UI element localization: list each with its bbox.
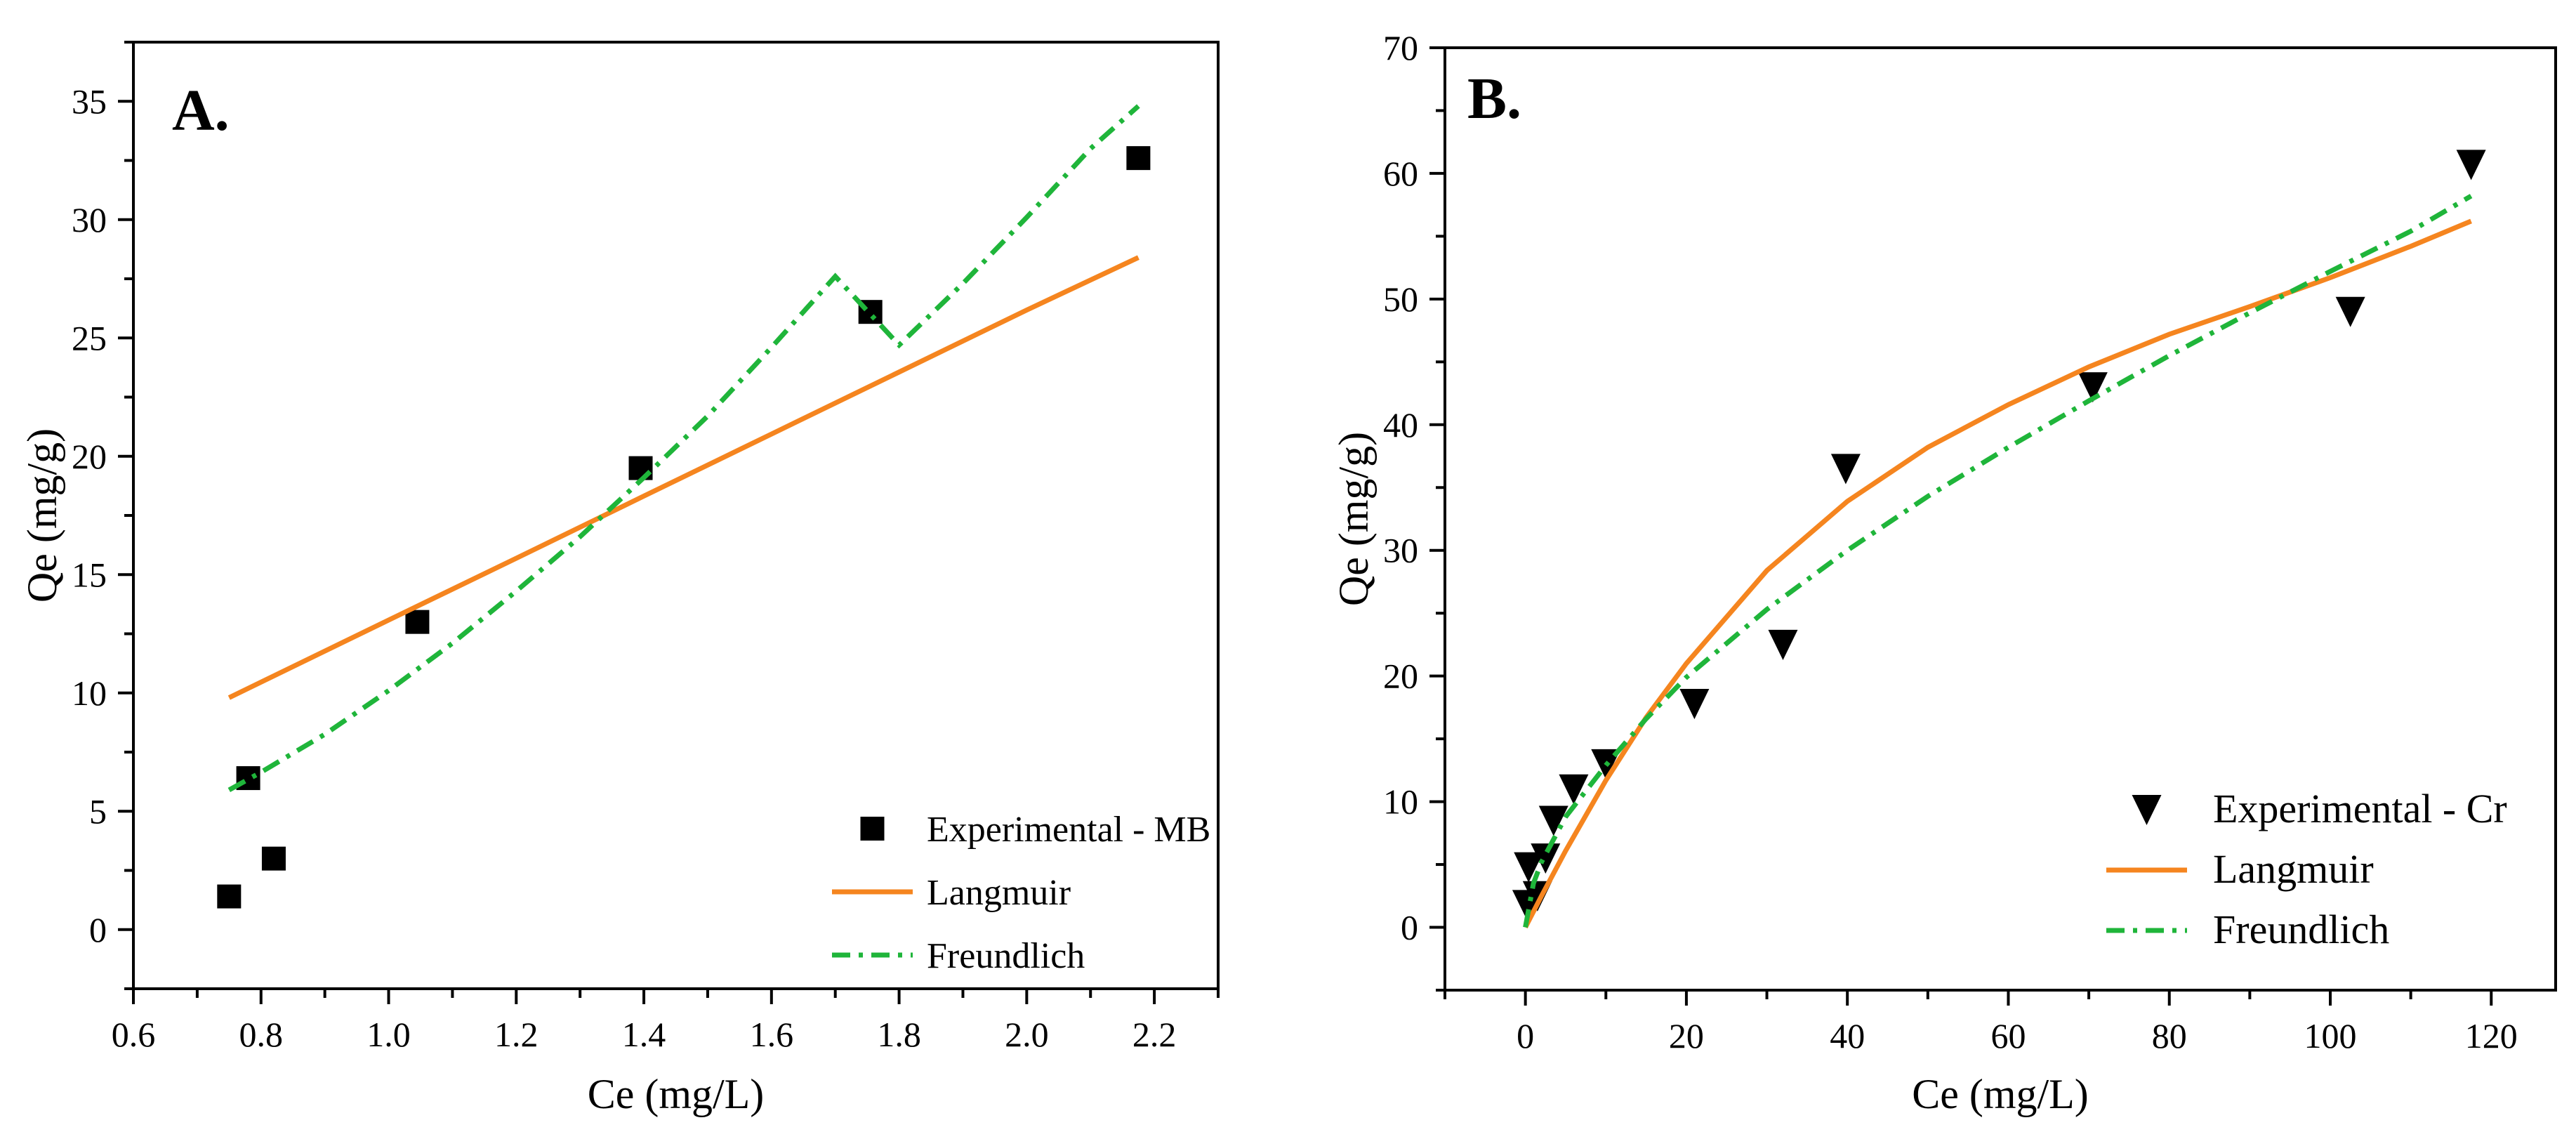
x-tick-label: 0.6 — [112, 1015, 156, 1054]
series-experimental-mb-point — [628, 456, 653, 480]
x-tick-label: 120 — [2465, 1016, 2518, 1055]
series-experimental-cr-point — [2456, 150, 2486, 180]
y-tick-label: 50 — [1383, 279, 1418, 319]
series-experimental-cr-point — [1531, 843, 1561, 874]
x-tick-label: 1.8 — [877, 1015, 921, 1054]
y-tick-label: 70 — [1383, 28, 1418, 67]
series-experimental-cr-point — [1559, 774, 1589, 805]
x-tick-label: 1.4 — [622, 1015, 666, 1054]
y-tick-label: 0 — [89, 910, 107, 949]
y-axis-title: Qe (mg/g) — [1330, 432, 1377, 606]
series-experimental-cr-point — [1830, 454, 1861, 485]
legend-label: Langmuir — [2213, 846, 2374, 892]
x-tick-label: 2.0 — [1005, 1015, 1049, 1054]
series-experimental-cr-point — [1679, 689, 1710, 720]
x-tick-label: 80 — [2152, 1016, 2187, 1055]
data-layer — [217, 104, 1151, 909]
data-layer — [1512, 150, 2486, 929]
series-experimental-mb-point — [217, 884, 242, 909]
chart-panel-b: 0 20 40 60 80 100 120 0 10 20 30 40 50 60 70 Ce (mg/L) Q… — [1330, 28, 2557, 1117]
x-tick-label: 1.2 — [494, 1015, 539, 1054]
x-axis-title: Ce (mg/L) — [1912, 1071, 2089, 1117]
series-langmuir-line — [1523, 218, 2472, 929]
series-experimental-cr-point — [2078, 372, 2108, 403]
y-axis-title: Qe (mg/g) — [19, 428, 65, 603]
series-experimental-cr-point — [1538, 805, 1568, 836]
x-tick-label: 0 — [1517, 1016, 1534, 1055]
y-tick-label: 20 — [72, 437, 107, 476]
series-experimental-cr-point — [2335, 296, 2365, 327]
chart-panel-a: 0.6 0.8 1.0 1.2 1.4 1.6 1.8 2.0 2.2 0 5 10 15 20 25 30 3… — [19, 41, 1220, 1117]
legend-label: Langmuir — [927, 873, 1071, 913]
y-tick-label: 5 — [89, 791, 107, 831]
y-tick-label: 10 — [72, 673, 107, 713]
legend-label: Experimental - MB — [927, 810, 1210, 850]
x-tick-label: 40 — [1830, 1016, 1865, 1055]
x-tick-label: 1.6 — [750, 1015, 794, 1054]
series-experimental-mb-point — [261, 846, 286, 871]
legend-label: Freundlich — [927, 936, 1085, 976]
y-tick-label: 30 — [1383, 531, 1418, 570]
x-tick-label: 100 — [2304, 1016, 2357, 1055]
y-tick-label: 10 — [1383, 782, 1418, 822]
legend-label: Freundlich — [2213, 907, 2389, 952]
series-langmuir-line — [227, 255, 1140, 700]
plot-frame — [1444, 46, 2557, 992]
x-tick-label: 0.8 — [239, 1015, 284, 1054]
panel-label: B. — [1467, 66, 1521, 131]
series-experimental-mb-point — [405, 610, 430, 634]
legend-marker — [860, 817, 885, 841]
y-tick-label: 60 — [1383, 154, 1418, 193]
y-tick-label: 15 — [72, 555, 107, 594]
x-tick-label: 2.2 — [1132, 1015, 1177, 1054]
x-tick-label: 1.0 — [366, 1015, 411, 1054]
y-tick-label: 25 — [72, 318, 107, 357]
x-axis-title: Ce (mg/L) — [588, 1071, 765, 1117]
x-tick-label: 60 — [1990, 1016, 2026, 1055]
panel-label: A. — [172, 78, 230, 143]
series-experimental-cr-point — [1514, 852, 1544, 883]
series-freundlich-line — [227, 104, 1140, 792]
series-experimental-cr-point — [1768, 629, 1798, 660]
series-experimental-mb-point — [1126, 146, 1151, 171]
y-tick-label: 35 — [72, 81, 107, 121]
y-tick-label: 30 — [72, 200, 107, 239]
legend-label: Experimental - Cr — [2213, 786, 2507, 831]
y-tick-label: 40 — [1383, 405, 1418, 445]
y-tick-label: 20 — [1383, 657, 1418, 696]
legend-marker — [2132, 795, 2162, 826]
x-tick-label: 20 — [1669, 1016, 1704, 1055]
y-tick-label: 0 — [1401, 908, 1418, 947]
